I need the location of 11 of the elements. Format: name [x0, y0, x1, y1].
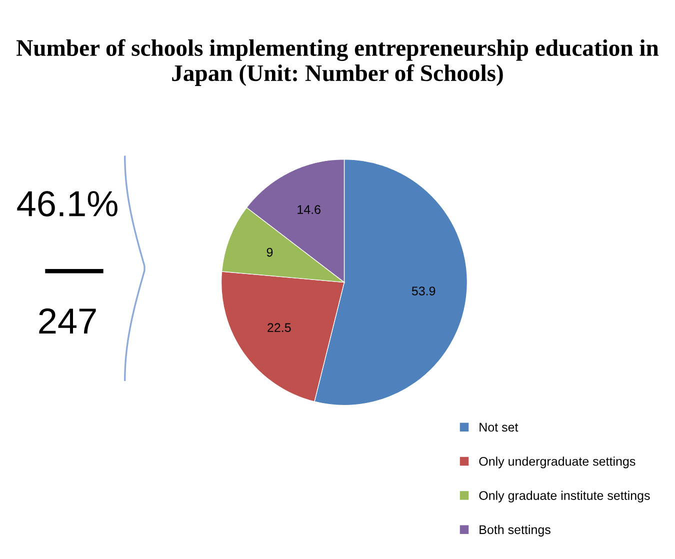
legend-label: Only undergraduate settings [479, 456, 636, 468]
data-label: 9 [266, 248, 273, 257]
data-label: 53.9 [412, 286, 436, 296]
legend-label: Not set [480, 422, 518, 432]
text: 247 [39, 308, 96, 334]
chart-title: Number of schools implementing entrepreneurship education in Japan (Unit: Number of Schools) [16, 39, 659, 86]
text: 46.1% [17, 190, 118, 217]
legend-label: Only graduate institute settings [479, 490, 650, 502]
data-label: 22.5 [268, 323, 291, 332]
data-label: 14.6 [298, 205, 320, 214]
legend-label: Both settings [480, 524, 550, 537]
